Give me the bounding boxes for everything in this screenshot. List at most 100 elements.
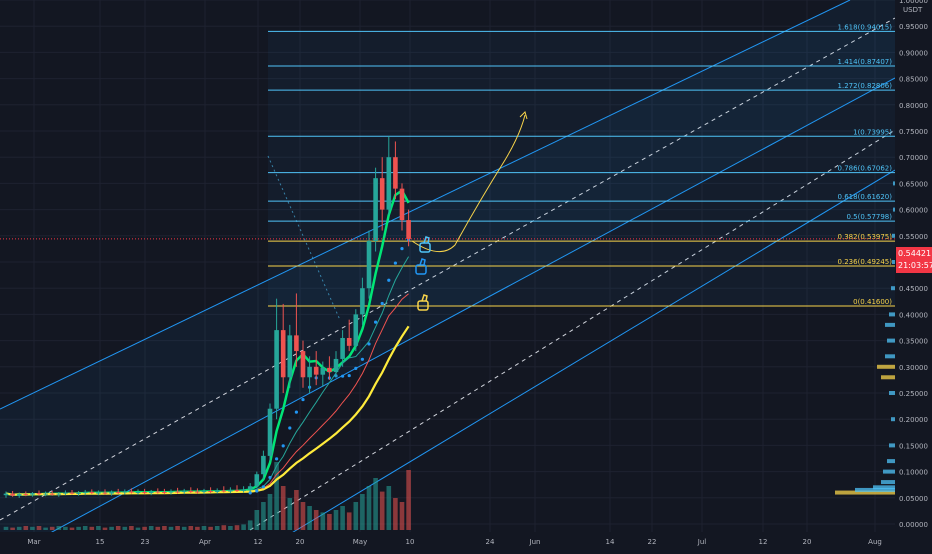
time-tick-label: 20 (296, 538, 305, 546)
supertrend-dot (347, 373, 351, 378)
volume-bar (82, 526, 88, 530)
volume-bar (56, 526, 62, 530)
candle-body (168, 491, 174, 493)
fibonacci-extension[interactable]: 1.618(0.94015) 1.414(0.87407) 1.272(0.8280… (268, 23, 895, 307)
volume-bar (63, 526, 68, 530)
volume-profile-bar (887, 338, 895, 343)
time-axis-bg (0, 532, 895, 550)
candle-body (373, 178, 378, 242)
candle-body (406, 220, 411, 239)
last-price-value: 0.54421 (898, 249, 932, 258)
fib-zone (268, 31, 895, 307)
currency-label: USDT (903, 6, 923, 14)
candle-body (188, 490, 194, 492)
thumbs-up-icon (417, 294, 429, 311)
volume-bar (16, 526, 22, 530)
candle-body (234, 489, 240, 491)
volume-profile-bar (893, 181, 895, 186)
candle-body (76, 493, 81, 495)
candle-body (294, 335, 299, 352)
candle-body (69, 492, 75, 494)
price-tick-label: 0.10000 (899, 469, 928, 477)
volume-bar (261, 502, 266, 530)
fib-level-label: 0(0.41600) (853, 298, 892, 306)
time-tick-label: Aug (868, 538, 882, 546)
volume-bar (162, 526, 167, 530)
supertrend-dot (374, 320, 378, 324)
candle-body (16, 494, 22, 496)
candle-body (3, 493, 9, 496)
price-axis-bg (895, 0, 932, 550)
volume-profile-bar (892, 260, 895, 264)
supertrend-dot (354, 366, 358, 370)
candle-body (63, 492, 68, 494)
time-tick-label: 14 (606, 538, 615, 546)
thumbs-up-icon-palm (417, 300, 429, 311)
fib-level-label: 0.786(0.67062) (838, 165, 893, 173)
volume-bar (307, 506, 312, 530)
candle-body (287, 335, 293, 378)
candle-body (129, 491, 134, 493)
candle-body (254, 474, 260, 487)
fib-level-label: 1.272(0.82806) (838, 82, 893, 90)
volume-bar (214, 526, 220, 530)
projection-arrowhead (519, 111, 528, 120)
price-tick-label: 0.00000 (899, 521, 928, 529)
supertrend-dot (301, 397, 305, 402)
volume-profile-bar (889, 443, 895, 448)
candle-body (327, 367, 332, 373)
volume-bar (109, 526, 114, 530)
trend-channel[interactable] (0, 0, 896, 554)
projection-path[interactable] (411, 111, 528, 311)
time-tick-label: 23 (141, 538, 150, 546)
volume-bar (221, 525, 227, 530)
volume-bar (30, 526, 35, 530)
channel-boundary (10, 77, 896, 554)
candlestick-series (3, 136, 411, 498)
countdown-timer: 21:03:57 (898, 261, 932, 270)
supertrend-dot (400, 247, 404, 251)
volume-bar (135, 527, 141, 530)
time-tick-label: 24 (486, 538, 495, 546)
channel-boundary (0, 0, 851, 410)
volume-bar (267, 494, 273, 530)
volume-bar (208, 526, 213, 530)
price-tick-label: 0.75000 (899, 128, 928, 136)
volume-bar (300, 502, 306, 530)
candle-body (155, 491, 161, 493)
candle-body (313, 366, 319, 375)
volume-profile-bar (893, 207, 895, 212)
candle-body (135, 492, 141, 494)
candle-body (221, 490, 227, 492)
volume-profile-bar (835, 490, 895, 495)
volume-bar (69, 527, 75, 530)
volume-profile-bar (885, 354, 895, 359)
candle-body (82, 492, 88, 494)
volume-bar (247, 520, 253, 530)
candle-body (353, 314, 359, 346)
candle-body (30, 493, 35, 495)
time-tick-label: May (353, 538, 367, 546)
volume-bar (294, 490, 299, 530)
volume-bar (406, 470, 411, 530)
fib-level-label: 0.236(0.49245) (838, 258, 893, 266)
volume-profile-bar (887, 459, 895, 464)
thumbs-up-icon-palm (419, 242, 431, 253)
time-tick-label: 10 (406, 538, 415, 546)
volume-bar (373, 478, 378, 530)
supertrend-dot (387, 278, 391, 282)
candle-body (181, 490, 187, 493)
price-tick-label: 0.35000 (899, 338, 928, 346)
candle-body (201, 490, 207, 493)
thumbs-up-icon-thumb (423, 236, 430, 244)
volume-bar (148, 526, 154, 530)
thumbs-up-icon (415, 258, 427, 275)
candle-body (214, 490, 220, 493)
candle-body (122, 491, 128, 493)
candle-body (241, 489, 246, 491)
projection-curve (411, 114, 526, 252)
volume-bar (287, 498, 293, 530)
candle-body (247, 486, 253, 490)
